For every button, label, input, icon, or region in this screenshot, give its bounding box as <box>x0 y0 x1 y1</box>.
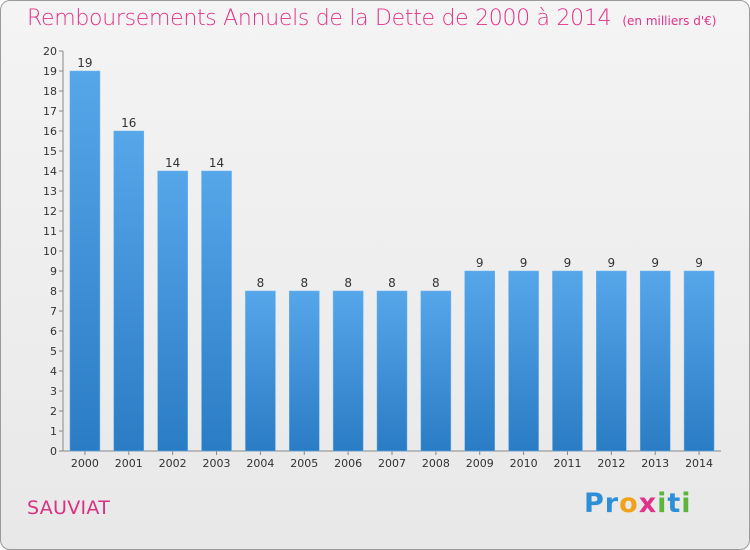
data-label: 14 <box>165 156 180 170</box>
commune-name: SAUVIAT <box>27 497 111 519</box>
data-label: 19 <box>77 56 92 70</box>
chart-title-text: Remboursements Annuels de la Dette de 20… <box>27 6 612 31</box>
y-tick-label: 9 <box>50 265 57 278</box>
bar <box>245 290 276 452</box>
data-label: 9 <box>608 256 616 270</box>
y-tick-label: 2 <box>50 405 57 418</box>
data-label: 9 <box>695 256 703 270</box>
y-tick-label: 17 <box>43 105 57 118</box>
bar <box>113 130 145 452</box>
x-tick-label: 2004 <box>246 457 274 470</box>
bar <box>596 270 627 452</box>
bar <box>552 270 583 452</box>
x-tick-label: 2009 <box>466 457 494 470</box>
bar <box>464 270 495 452</box>
bar <box>157 170 188 452</box>
logo-letter: x <box>638 488 658 519</box>
bar <box>332 290 364 452</box>
bar <box>508 270 539 452</box>
y-tick-label: 16 <box>43 125 57 138</box>
y-tick-label: 0 <box>50 445 57 458</box>
bar <box>420 290 452 452</box>
bar <box>201 170 232 452</box>
y-tick-label: 5 <box>50 345 57 358</box>
bar <box>376 290 408 452</box>
y-tick-label: 13 <box>43 185 57 198</box>
logo-letter: P <box>584 488 605 519</box>
bar <box>289 290 320 452</box>
data-label: 14 <box>209 156 224 170</box>
x-tick-label: 2008 <box>422 457 450 470</box>
y-tick-label: 7 <box>50 305 57 318</box>
data-label: 8 <box>257 276 265 290</box>
bar <box>683 270 715 452</box>
x-tick-label: 2000 <box>71 457 99 470</box>
x-tick-label: 2006 <box>334 457 362 470</box>
data-label: 8 <box>300 276 308 290</box>
bar <box>639 270 671 452</box>
logo-letter: i <box>681 488 692 519</box>
logo-letter: r <box>604 488 620 519</box>
data-label: 8 <box>432 276 440 290</box>
data-label: 9 <box>564 256 572 270</box>
x-tick-label: 2007 <box>378 457 406 470</box>
y-tick-label: 1 <box>50 425 57 438</box>
data-label: 9 <box>520 256 528 270</box>
y-tick-label: 10 <box>43 245 57 258</box>
chart-unit: (en milliers d'€) <box>622 14 717 28</box>
y-tick-label: 20 <box>43 45 57 58</box>
chart-title: Remboursements Annuels de la Dette de 20… <box>27 6 716 31</box>
data-label: 16 <box>121 116 136 130</box>
logo-letter: i <box>657 488 668 519</box>
y-tick-label: 3 <box>50 385 57 398</box>
y-tick-label: 6 <box>50 325 57 338</box>
x-tick-label: 2011 <box>553 457 581 470</box>
y-tick-label: 12 <box>43 205 57 218</box>
data-label: 8 <box>344 276 352 290</box>
y-tick-label: 4 <box>50 365 57 378</box>
y-tick-label: 11 <box>43 225 57 238</box>
x-tick-label: 2001 <box>115 457 143 470</box>
logo-letter: t <box>667 488 682 519</box>
y-tick-label: 15 <box>43 145 57 158</box>
x-tick-label: 2013 <box>641 457 669 470</box>
data-label: 8 <box>388 276 396 290</box>
proxiti-logo: Proxiti <box>584 488 692 519</box>
data-label: 9 <box>651 256 659 270</box>
x-tick-label: 2002 <box>159 457 187 470</box>
x-tick-label: 2012 <box>597 457 625 470</box>
y-tick-label: 14 <box>43 165 57 178</box>
y-tick-label: 8 <box>50 285 57 298</box>
y-tick-label: 19 <box>43 65 57 78</box>
logo-letter: o <box>619 488 639 519</box>
x-tick-label: 2010 <box>510 457 538 470</box>
x-tick-label: 2005 <box>290 457 318 470</box>
y-tick-label: 18 <box>43 85 57 98</box>
bar <box>69 70 101 452</box>
x-tick-label: 2003 <box>203 457 231 470</box>
x-tick-label: 2014 <box>685 457 713 470</box>
data-label: 9 <box>476 256 484 270</box>
